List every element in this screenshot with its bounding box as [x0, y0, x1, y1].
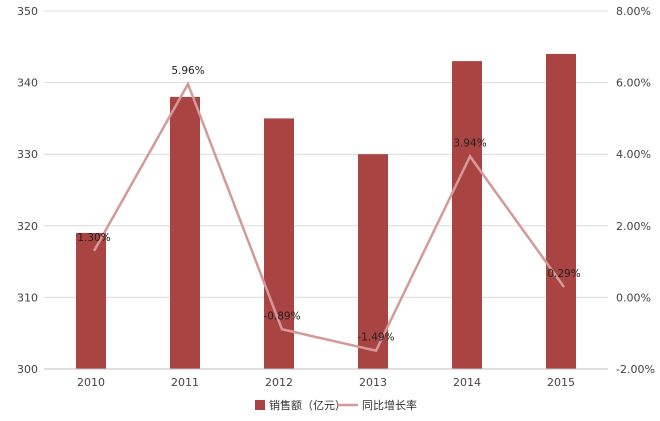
left-tick-label: 300 — [17, 363, 38, 376]
bar — [76, 232, 106, 369]
right-tick-label: 4.00% — [616, 148, 651, 161]
x-tick-label: 2010 — [77, 376, 105, 389]
data-label: 3.94% — [453, 137, 486, 149]
data-label: -1.49% — [357, 332, 394, 344]
data-label: -0.89% — [263, 310, 300, 322]
bar — [452, 61, 482, 370]
x-tick-label: 2011 — [171, 376, 199, 389]
left-tick-label: 320 — [17, 220, 38, 233]
left-tick-label: 350 — [17, 5, 38, 18]
right-tick-label: 2.00% — [616, 220, 651, 233]
x-tick-label: 2015 — [547, 376, 575, 389]
line-series — [92, 81, 566, 353]
right-tick-label: 6.00% — [616, 77, 651, 90]
legend: 销售额（亿元） 同比增长率 — [255, 398, 417, 412]
growth-line — [92, 81, 566, 353]
legend-label: 销售额（亿元） — [269, 398, 346, 412]
bar — [170, 96, 200, 370]
x-axis: 2010 2011 2012 2013 2014 2015 — [44, 368, 608, 389]
bar — [546, 53, 576, 370]
data-label: 0.29% — [547, 268, 580, 280]
data-label: 5.96% — [171, 65, 204, 77]
bar — [264, 118, 294, 370]
right-axis: -2.00% 0.00% 2.00% 4.00% 6.00% 8.00% — [616, 5, 655, 376]
data-labels: 1.30% 5.96% -0.89% -1.49% 3.94% 0.29% — [77, 65, 580, 344]
data-label: 1.30% — [77, 232, 110, 244]
left-tick-label: 340 — [17, 77, 38, 90]
left-tick-label: 310 — [17, 291, 38, 304]
left-axis: 300 310 320 330 340 350 — [17, 5, 38, 376]
bar — [358, 154, 388, 369]
left-tick-label: 330 — [17, 148, 38, 161]
legend-label: 同比增长率 — [362, 398, 417, 412]
legend-bar-swatch — [255, 400, 265, 410]
x-tick-label: 2014 — [453, 376, 481, 389]
x-tick-label: 2013 — [359, 376, 387, 389]
right-tick-label: -2.00% — [616, 363, 655, 376]
right-tick-label: 8.00% — [616, 5, 651, 18]
right-tick-label: 0.00% — [616, 291, 651, 304]
bar-series — [76, 53, 576, 370]
x-tick-label: 2012 — [265, 376, 293, 389]
